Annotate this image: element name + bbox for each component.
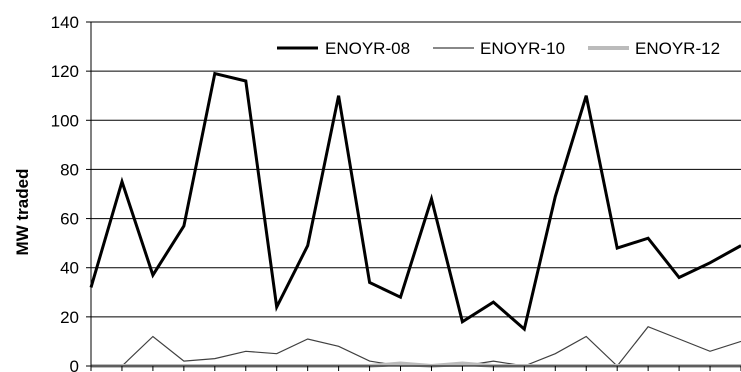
- legend: ENOYR-08 ENOYR-10 ENOYR-12: [262, 26, 741, 68]
- y-tick-label: 60: [60, 210, 79, 229]
- y-tick-label: 40: [60, 259, 79, 278]
- gridlines: [91, 21, 741, 318]
- y-axis-title: MW traded: [13, 169, 32, 256]
- legend-label-enoyr-08: ENOYR-08: [325, 39, 410, 58]
- legend-background: [262, 26, 741, 68]
- y-tick-label: 100: [51, 111, 79, 130]
- legend-label-enoyr-12: ENOYR-12: [635, 39, 720, 58]
- y-tick-label: 20: [60, 308, 79, 327]
- axes: 0 20 40 60 80 100 120 140: [51, 13, 741, 372]
- y-tick-label: 0: [70, 357, 79, 372]
- series-line-enoyr-10: [91, 325, 741, 367]
- y-tick-label: 80: [60, 160, 79, 179]
- series-line-enoyr-08: [89, 71, 741, 332]
- series-lines: [89, 71, 741, 369]
- y-tick-label: 120: [51, 62, 79, 81]
- legend-label-enoyr-10: ENOYR-10: [480, 39, 565, 58]
- y-tick-label: 140: [51, 13, 79, 32]
